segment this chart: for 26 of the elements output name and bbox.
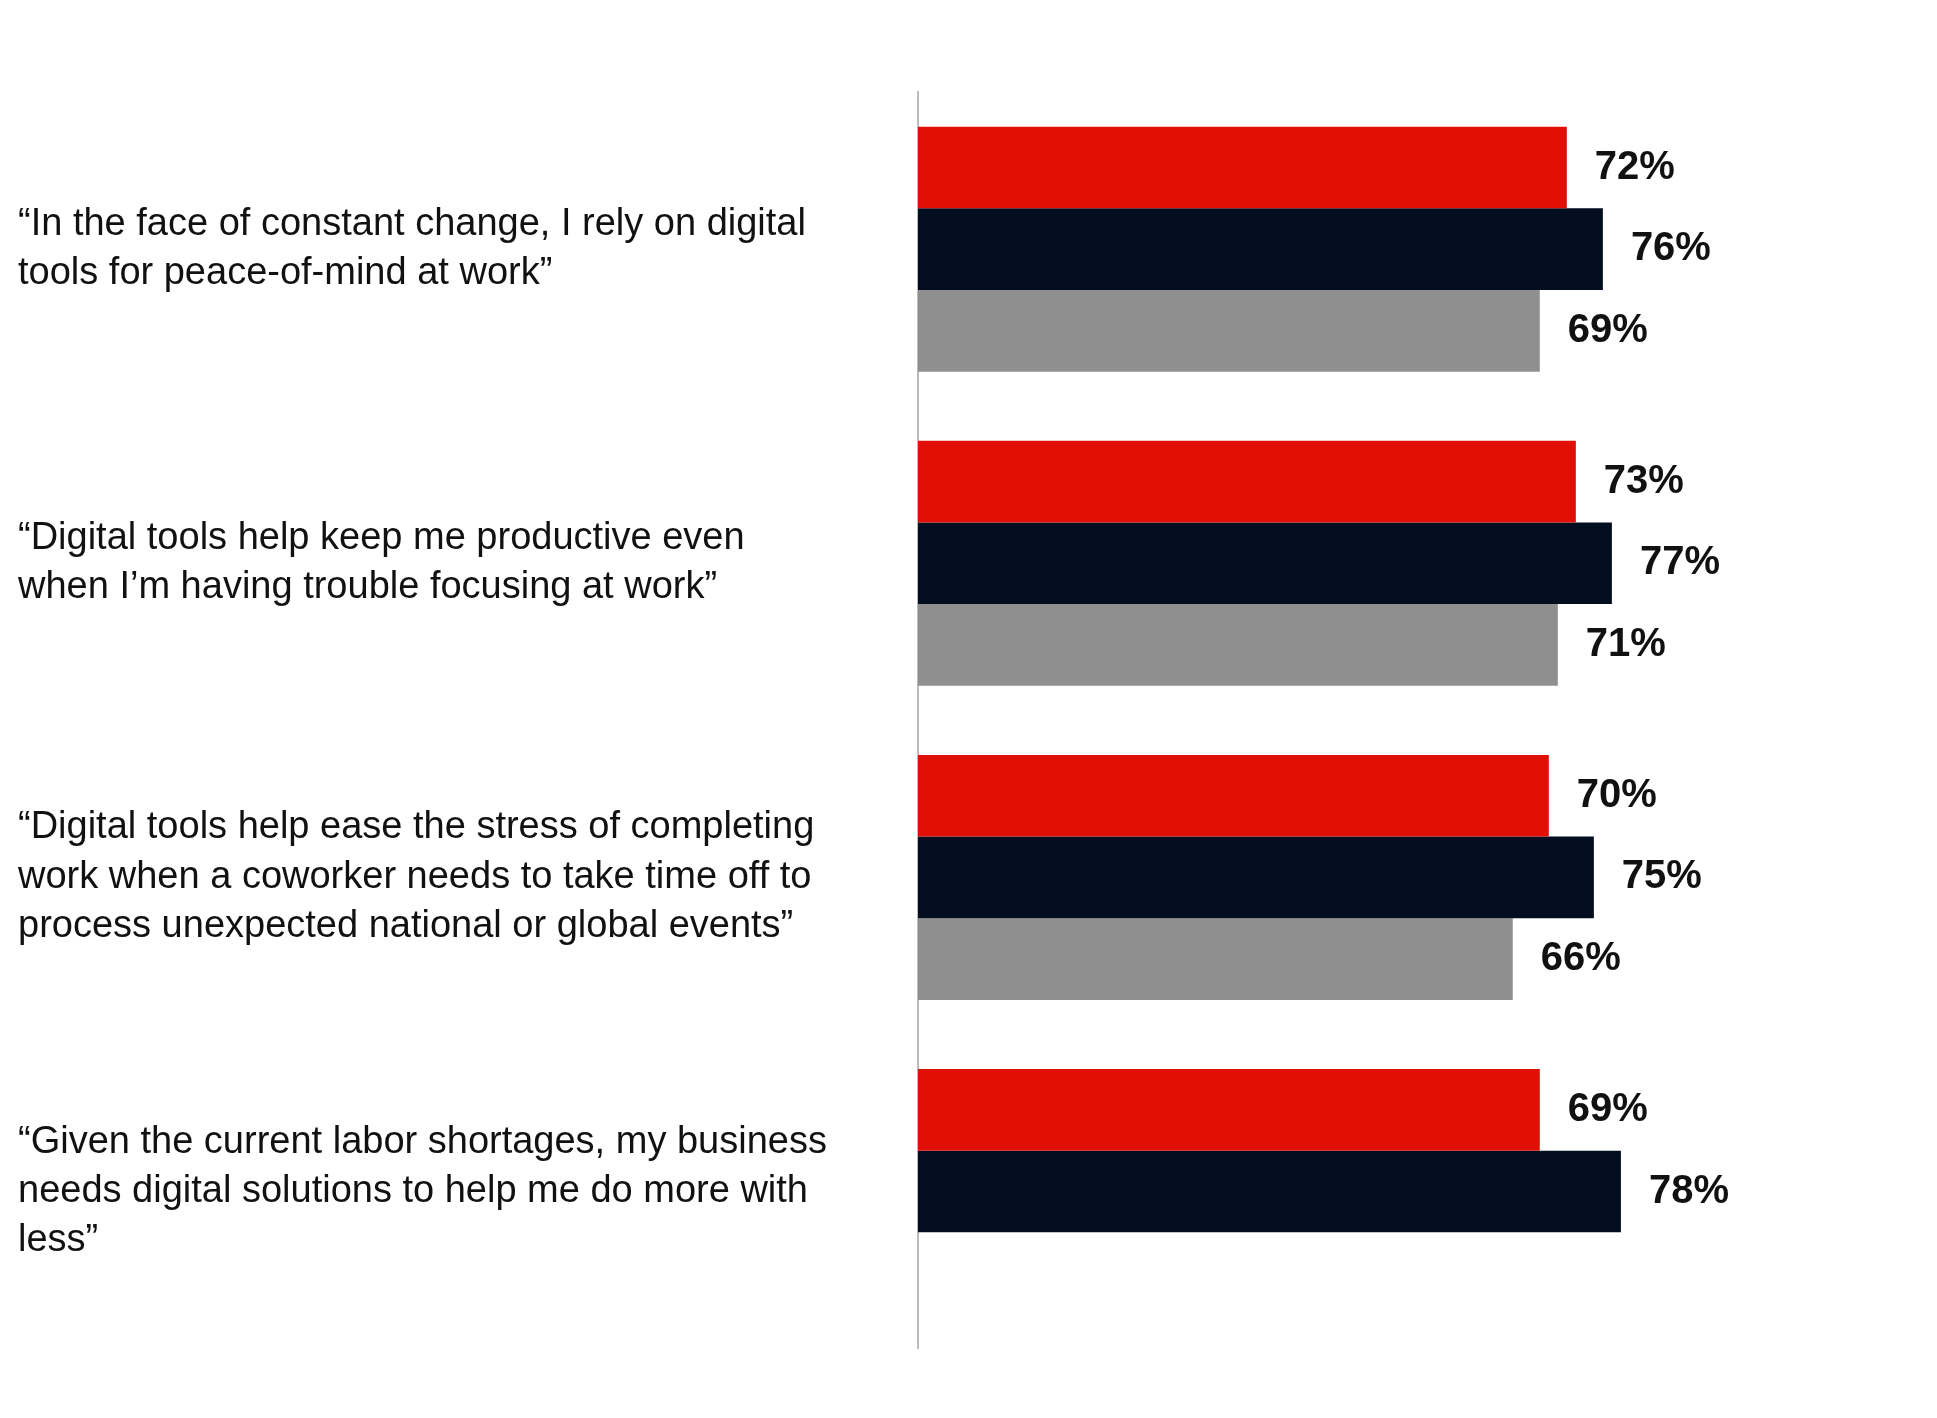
data-label: 76% [1630,224,1711,269]
data-label: 69% [1567,1084,1648,1129]
y-tick-label: “Digital tools help keep me productive even when I’m having trouble focusing at work” [17,515,745,607]
bar [918,290,1540,372]
bar [918,522,1612,605]
data-label: 77% [1639,538,1720,583]
data-label: 70% [1576,770,1657,815]
data-label: 73% [1603,456,1684,501]
y-tick-label: “In the face of constant change, I rely on digital tools for peace-of-mind at work” [18,200,806,293]
y-tick-label: “Given the current labor shortages, my business needs digital solutions to help me do more with less” [18,1118,827,1260]
data-label: 69% [1567,305,1648,350]
bar [918,918,1513,1000]
bar [918,440,1576,523]
data-label: 75% [1621,852,1702,897]
bar [918,1069,1540,1151]
bar [918,754,1549,837]
data-label: 72% [1594,142,1675,187]
data-label: 66% [1540,934,1621,979]
bar [918,604,1558,686]
bar [918,1150,1621,1233]
bar [918,836,1594,919]
bar [918,208,1603,290]
data-label: 71% [1585,619,1666,664]
data-label: 78% [1648,1166,1729,1211]
y-tick-label: “Digital tools help ease the stress of completing work when a coworker needs to take time off to process unexpected national or global events” [17,804,815,946]
bar [918,126,1567,209]
